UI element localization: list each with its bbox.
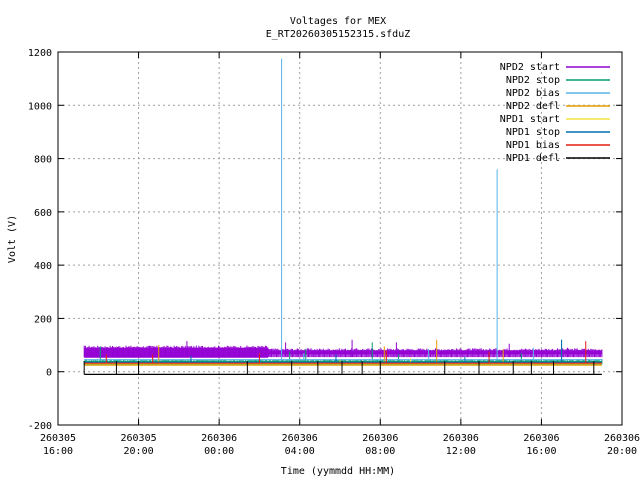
- x-tick-date-label: 260306: [362, 433, 398, 444]
- y-tick-label: 200: [34, 314, 52, 325]
- legend-label: NPD2 start: [500, 62, 560, 73]
- legend-label: NPD1 defl: [506, 153, 560, 164]
- x-axis-label: Time (yymmdd HH:MM): [281, 466, 395, 477]
- series-npd1-defl: [83, 361, 602, 375]
- legend-label: NPD2 defl: [506, 101, 560, 112]
- series-npd2-start: [83, 339, 603, 358]
- series-npd1-stop: [84, 339, 602, 363]
- x-tick-time-label: 12:00: [446, 446, 476, 457]
- legend-label: NPD2 stop: [506, 75, 560, 86]
- x-tick-time-label: 04:00: [285, 446, 315, 457]
- y-tick-label: 0: [46, 368, 52, 379]
- x-tick-date-label: 260305: [40, 433, 76, 444]
- y-tick-label: 800: [34, 155, 52, 166]
- x-tick-time-label: 16:00: [43, 446, 73, 457]
- legend-label: NPD1 bias: [506, 140, 560, 151]
- x-tick-date-label: 260306: [443, 433, 479, 444]
- y-tick-label: 400: [34, 261, 52, 272]
- chart-title: Voltages for MEX: [290, 16, 386, 27]
- x-tick-time-label: 16:00: [526, 446, 556, 457]
- legend-label: NPD1 stop: [506, 127, 560, 138]
- y-tick-label: 1200: [28, 48, 52, 59]
- chart-subtitle: E_RT20260305152315.sfduZ: [266, 29, 411, 40]
- plot-frame: [57, 51, 623, 426]
- x-tick-date-label: 260306: [523, 433, 559, 444]
- x-tick-time-label: 20:00: [607, 446, 637, 457]
- legend-label: NPD1 start: [500, 114, 560, 125]
- y-axis-label: Volt (V): [7, 215, 18, 263]
- legend-label: NPD2 bias: [506, 88, 560, 99]
- x-tick-date-label: 260306: [604, 433, 640, 444]
- y-tick-label: 1000: [28, 101, 52, 112]
- series-line: [84, 353, 602, 358]
- series-npd2-bias: [84, 58, 602, 361]
- legend: NPD2 start NPD2 stop NPD2 bias NPD2 defl NPD…: [500, 62, 610, 164]
- y-tick-label: 600: [34, 208, 52, 219]
- x-tick-date-label: 260306: [282, 433, 318, 444]
- x-tick-time-label: 08:00: [365, 446, 395, 457]
- plot-area: [83, 58, 603, 375]
- series-npd1-bias: [84, 341, 602, 364]
- y-tick-label: -200: [28, 421, 52, 432]
- x-tick-date-label: 260305: [121, 433, 157, 444]
- x-tick-time-label: 00:00: [204, 446, 234, 457]
- x-tick-date-label: 260306: [201, 433, 237, 444]
- x-tick-time-label: 20:00: [124, 446, 154, 457]
- axes: -200 0 200 400 600 800 1000 1200 260305 16:00 2603…: [28, 48, 640, 457]
